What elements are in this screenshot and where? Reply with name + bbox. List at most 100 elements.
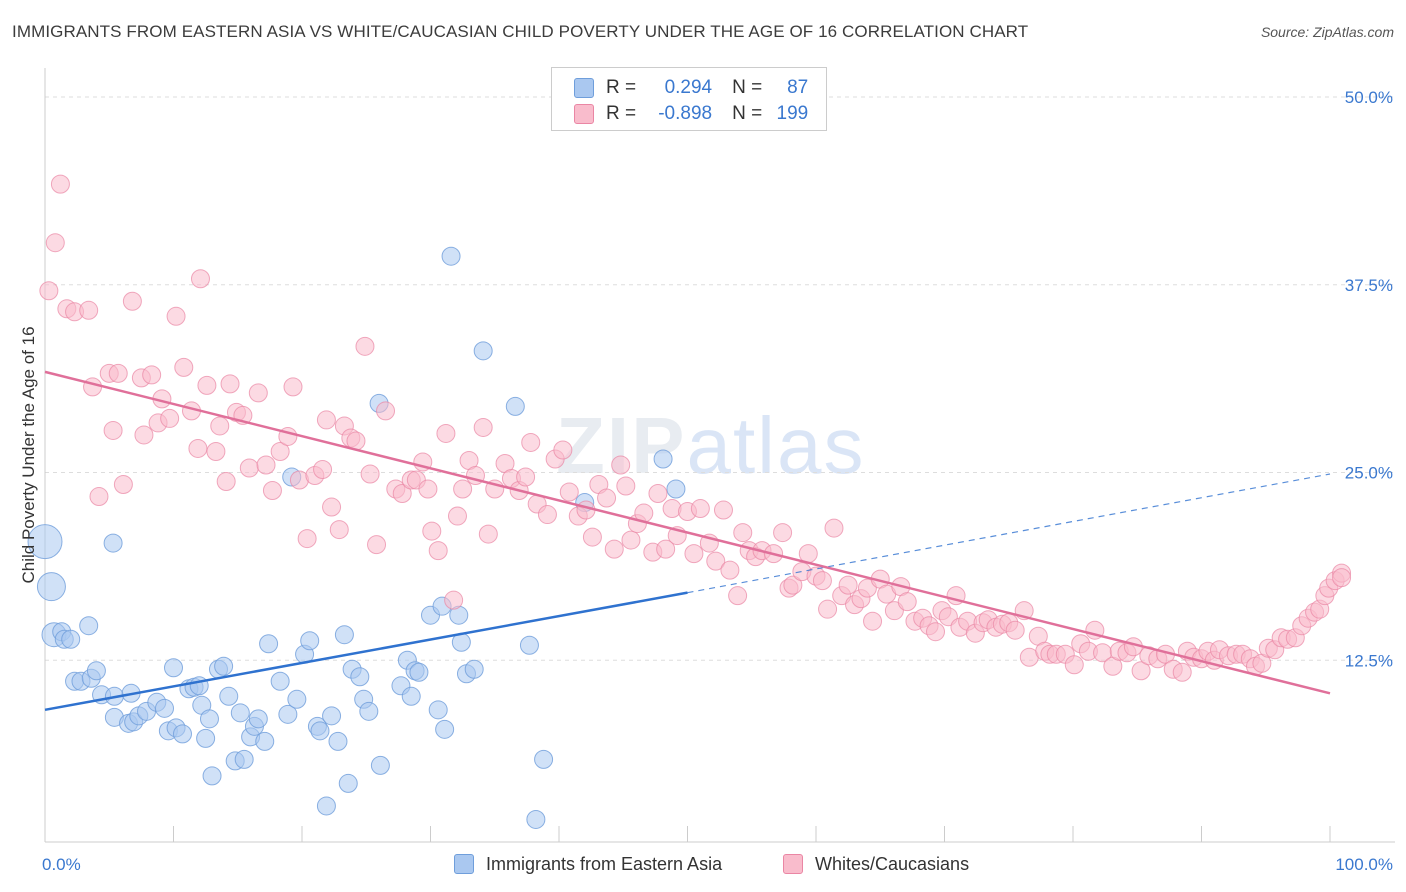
data-point-whites bbox=[142, 365, 162, 385]
data-point-whites bbox=[50, 174, 70, 194]
bottom-legend-item-pink: Whites/Caucasians bbox=[783, 852, 969, 876]
legend-r-label: R = bbox=[606, 103, 637, 124]
data-point-whites bbox=[656, 539, 676, 559]
data-point-immigrants bbox=[328, 731, 348, 751]
data-point-whites bbox=[1064, 655, 1084, 675]
data-point-whites bbox=[621, 530, 641, 550]
data-point-whites bbox=[392, 484, 412, 504]
data-point-whites bbox=[537, 505, 557, 525]
x-tick-label: 0.0% bbox=[42, 855, 81, 874]
legend-n-value: 199 bbox=[776, 103, 809, 124]
trend-line-immigrants-extension bbox=[687, 473, 1331, 594]
watermark: ZIPatlas bbox=[556, 400, 865, 492]
data-point-whites bbox=[190, 269, 210, 289]
data-point-whites bbox=[783, 575, 803, 595]
trend-line-whites bbox=[44, 370, 1331, 695]
grid-lines bbox=[45, 96, 1395, 661]
data-point-whites bbox=[216, 472, 236, 492]
data-point-whites bbox=[329, 520, 349, 540]
x-tick-label: 100.0% bbox=[1335, 855, 1393, 874]
bottom-legend-item-blue: Immigrants from Eastern Asia bbox=[454, 852, 722, 876]
data-point-whites bbox=[83, 377, 103, 397]
data-point-immigrants bbox=[666, 479, 686, 499]
data-point-whites bbox=[582, 527, 602, 547]
data-point-whites bbox=[39, 281, 59, 301]
y-tick-label: 37.5% bbox=[1345, 276, 1393, 295]
y-tick-label: 12.5% bbox=[1345, 651, 1393, 670]
data-point-whites bbox=[1332, 568, 1352, 588]
data-point-whites bbox=[122, 291, 142, 311]
data-point-immigrants bbox=[164, 658, 183, 678]
data-point-immigrants bbox=[103, 533, 123, 553]
data-point-whites bbox=[160, 408, 180, 428]
data-point-whites bbox=[690, 499, 710, 519]
data-point-whites bbox=[706, 551, 726, 571]
data-point-whites bbox=[134, 425, 154, 445]
data-point-whites bbox=[322, 497, 342, 517]
data-point-immigrants bbox=[519, 635, 539, 655]
data-point-whites bbox=[559, 482, 579, 502]
data-point-immigrants bbox=[435, 719, 455, 739]
data-point-immigrants bbox=[370, 755, 390, 775]
chart-title: IMMIGRANTS FROM EASTERN ASIA VS WHITE/CA… bbox=[12, 22, 1029, 41]
data-point-whites bbox=[863, 611, 883, 631]
tick-labels: 12.5% 25.0% 37.5% 50.0% 0.0% 100.0% bbox=[42, 88, 1393, 874]
data-point-whites bbox=[367, 535, 387, 555]
watermark-zip: ZIP bbox=[556, 401, 687, 490]
data-point-whites bbox=[103, 420, 123, 440]
data-point-whites bbox=[316, 410, 336, 430]
data-point-whites bbox=[447, 506, 467, 526]
y-tick-label: 50.0% bbox=[1345, 88, 1393, 107]
data-point-whites bbox=[248, 383, 268, 403]
data-point-whites bbox=[210, 416, 230, 436]
data-point-immigrants bbox=[172, 724, 192, 744]
data-point-immigrants bbox=[61, 629, 81, 649]
data-point-immigrants bbox=[653, 449, 673, 469]
data-point-immigrants bbox=[310, 721, 330, 741]
data-point-whites bbox=[89, 487, 109, 507]
data-point-immigrants bbox=[259, 634, 279, 654]
data-point-immigrants bbox=[214, 656, 234, 676]
data-point-immigrants bbox=[441, 246, 461, 266]
bottom-legend-label-pink: Whites/Caucasians bbox=[815, 853, 970, 874]
data-point-whites bbox=[428, 541, 448, 561]
data-point-whites bbox=[436, 423, 456, 443]
data-point-whites bbox=[713, 500, 733, 520]
legend-n-value: 87 bbox=[787, 77, 809, 98]
data-point-whites bbox=[662, 499, 682, 519]
data-point-whites bbox=[773, 523, 793, 543]
trend-lines bbox=[44, 370, 1331, 712]
data-point-whites bbox=[166, 306, 186, 326]
data-point-whites bbox=[733, 523, 753, 543]
data-point-immigrants bbox=[428, 700, 448, 720]
data-point-immigrants bbox=[230, 703, 250, 723]
data-point-whites bbox=[453, 479, 473, 499]
data-point-immigrants bbox=[79, 616, 99, 636]
data-point-immigrants bbox=[322, 706, 342, 726]
data-point-whites bbox=[824, 518, 844, 538]
data-point-immigrants bbox=[473, 341, 493, 361]
data-point-whites bbox=[239, 458, 259, 478]
data-point-whites bbox=[1131, 661, 1151, 681]
data-point-whites bbox=[516, 467, 536, 487]
data-point-whites bbox=[45, 233, 65, 253]
data-point-immigrants bbox=[526, 809, 546, 829]
data-point-whites bbox=[1172, 662, 1192, 682]
data-point-whites bbox=[926, 622, 946, 642]
data-point-immigrants bbox=[36, 572, 66, 602]
series-whites-caucasians bbox=[39, 174, 1352, 682]
data-point-immigrants bbox=[409, 662, 429, 682]
data-point-whites bbox=[256, 455, 276, 475]
data-point-whites bbox=[818, 599, 838, 619]
legend-row-blue: R = 0.294 N = 87 bbox=[574, 76, 808, 100]
data-point-immigrants bbox=[234, 749, 254, 769]
data-point-whites bbox=[604, 539, 624, 559]
data-point-immigrants bbox=[338, 773, 358, 793]
legend-r-label: R = bbox=[606, 77, 637, 98]
y-tick-label: 25.0% bbox=[1345, 464, 1393, 483]
data-point-whites bbox=[262, 481, 282, 501]
bottom-legend-swatch-pink bbox=[783, 854, 803, 874]
data-point-immigrants bbox=[316, 796, 336, 816]
data-point-whites bbox=[478, 524, 498, 544]
data-point-whites bbox=[521, 432, 541, 452]
